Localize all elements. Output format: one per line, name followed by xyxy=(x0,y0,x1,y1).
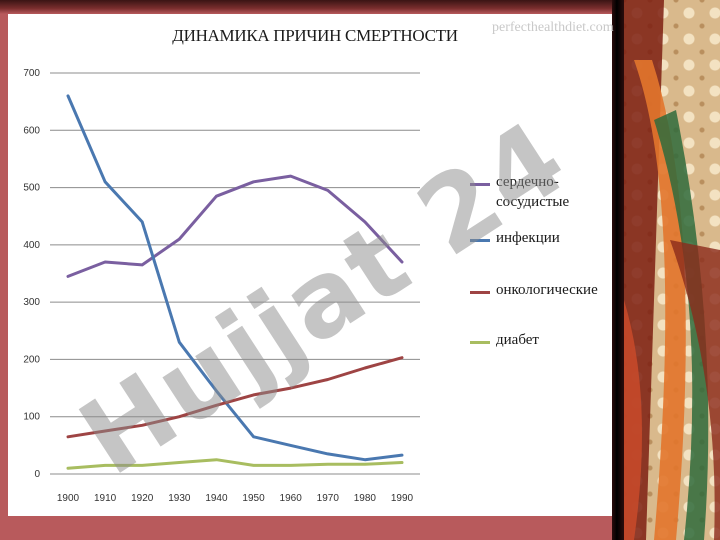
series-line-2 xyxy=(66,356,404,439)
legend-label: диабет xyxy=(496,332,539,348)
x-tick-label: 1940 xyxy=(205,493,228,504)
x-tick-label: 1920 xyxy=(131,493,154,504)
slide-divider xyxy=(612,0,624,540)
y-tick-label: 0 xyxy=(34,469,40,480)
x-tick-label: 1980 xyxy=(354,493,377,504)
y-tick-label: 100 xyxy=(23,412,40,423)
legend-label: инфекции xyxy=(496,230,560,246)
series-line-3 xyxy=(66,458,404,470)
legend-item-oncology: онкологические xyxy=(470,280,614,300)
series-line-0 xyxy=(66,174,404,278)
y-axis-ticks: 0 100 200 300 400 500 600 700 xyxy=(23,68,40,480)
legend-swatch xyxy=(470,183,490,186)
x-axis-ticks: 1900 1910 1920 1930 1940 1950 1960 1970 1980 1990 xyxy=(57,493,414,504)
legend-swatch xyxy=(470,341,490,344)
y-tick-label: 500 xyxy=(23,183,40,194)
y-tick-label: 300 xyxy=(23,297,40,308)
legend-label: сердечно-сосудистые xyxy=(496,174,570,210)
top-border-band xyxy=(0,0,720,14)
series-line-1 xyxy=(66,94,404,462)
y-tick-label: 600 xyxy=(23,125,40,136)
slide-panel xyxy=(8,14,612,516)
x-tick-label: 1910 xyxy=(94,493,117,504)
legend-swatch xyxy=(470,291,490,294)
y-tick-label: 700 xyxy=(23,68,40,79)
legend-item-cardio: сердечно-сосудистые xyxy=(470,172,614,212)
x-tick-label: 1930 xyxy=(168,493,191,504)
chart-title: ДИНАМИКА ПРИЧИН СМЕРТНОСТИ xyxy=(172,26,458,45)
source-watermark: perfecthealthdiet.com xyxy=(492,20,614,35)
decorative-side-panel xyxy=(624,0,720,540)
legend-label: онкологические xyxy=(496,282,598,298)
x-tick-label: 1970 xyxy=(317,493,340,504)
legend-item-infections: инфекции xyxy=(470,228,614,248)
decorative-ribbons xyxy=(624,0,720,540)
legend-swatch xyxy=(470,239,490,242)
x-tick-label: 1960 xyxy=(280,493,303,504)
x-tick-label: 1990 xyxy=(391,493,414,504)
y-tick-label: 400 xyxy=(23,240,40,251)
legend-item-diabetes: диабет xyxy=(470,330,614,350)
y-tick-label: 200 xyxy=(23,354,40,365)
x-tick-label: 1900 xyxy=(57,493,80,504)
series-lines xyxy=(66,94,404,470)
x-tick-label: 1950 xyxy=(242,493,265,504)
